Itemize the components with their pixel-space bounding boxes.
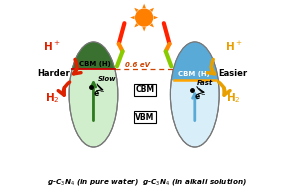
Text: 0.6 eV: 0.6 eV	[125, 62, 150, 68]
PathPatch shape	[72, 42, 115, 69]
Polygon shape	[142, 27, 146, 32]
Ellipse shape	[171, 42, 219, 147]
Text: Easier: Easier	[219, 69, 248, 78]
Text: VBM: VBM	[135, 112, 155, 122]
Text: e$^-$: e$^-$	[194, 93, 206, 102]
Text: H$_2$: H$_2$	[45, 91, 60, 105]
Text: g-C$_3$N$_4$ (in alkali solution): g-C$_3$N$_4$ (in alkali solution)	[142, 176, 247, 187]
Text: Harder: Harder	[37, 69, 69, 78]
Polygon shape	[150, 8, 154, 12]
Text: CBM: CBM	[135, 85, 155, 94]
Text: e$^-$: e$^-$	[93, 90, 105, 99]
Text: CBM (H): CBM (H)	[178, 71, 210, 77]
Text: g-C$_3$N$_4$ (in pure water): g-C$_3$N$_4$ (in pure water)	[47, 176, 140, 187]
Text: H$^+$: H$^+$	[225, 40, 243, 53]
Polygon shape	[154, 16, 158, 19]
Polygon shape	[134, 23, 139, 27]
Polygon shape	[134, 8, 139, 12]
Polygon shape	[150, 23, 154, 27]
Ellipse shape	[69, 42, 118, 147]
Text: Fast: Fast	[197, 80, 213, 86]
Polygon shape	[130, 16, 135, 19]
Text: Slow: Slow	[98, 76, 117, 82]
Text: CBM (H): CBM (H)	[79, 61, 110, 67]
Polygon shape	[142, 4, 146, 8]
Text: H$_2$: H$_2$	[226, 91, 241, 105]
PathPatch shape	[171, 42, 218, 81]
Text: H$^+$: H$^+$	[44, 40, 61, 53]
Circle shape	[136, 9, 152, 26]
